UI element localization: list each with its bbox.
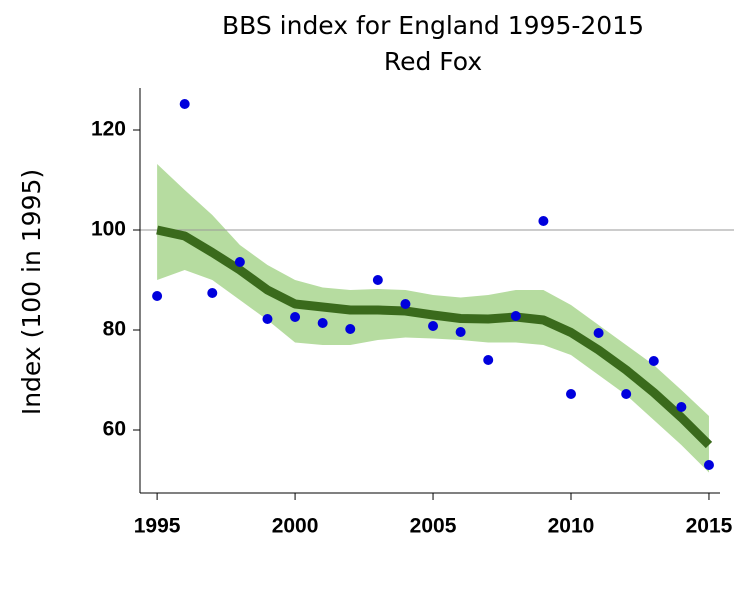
data-point: [207, 288, 218, 298]
x-tick-label: 2010: [548, 515, 595, 538]
chart-subtitle: Red Fox: [384, 47, 482, 76]
x-tick-label: 1995: [134, 515, 181, 538]
x-tick-label: 2000: [272, 515, 319, 538]
data-point: [262, 314, 273, 324]
data-point: [317, 318, 328, 328]
data-point: [290, 312, 301, 322]
data-point: [648, 356, 659, 366]
x-tick-label: 2005: [410, 515, 457, 538]
data-point: [234, 257, 245, 267]
data-point: [593, 328, 604, 338]
x-tick-label: 2015: [686, 515, 733, 538]
data-point: [372, 275, 383, 285]
data-point: [152, 291, 163, 301]
data-point: [345, 324, 356, 334]
data-point: [621, 389, 632, 399]
y-tick-label: 120: [91, 118, 126, 141]
trend-line: [156, 225, 713, 449]
data-point: [179, 99, 190, 109]
data-point: [428, 321, 439, 331]
data-point: [455, 327, 466, 337]
data-point: [510, 311, 521, 321]
data-point: [565, 389, 576, 399]
y-axis-label: Index (100 in 1995): [17, 169, 46, 415]
y-tick-label: 60: [103, 418, 126, 441]
data-point: [400, 299, 411, 309]
chart-title: BBS index for England 1995-2015: [222, 11, 644, 40]
y-tick-label: 100: [91, 218, 126, 241]
data-point: [676, 402, 687, 412]
data-point: [483, 355, 494, 365]
y-tick-label: 80: [103, 318, 126, 341]
data-point: [703, 460, 714, 470]
data-point: [538, 216, 549, 226]
